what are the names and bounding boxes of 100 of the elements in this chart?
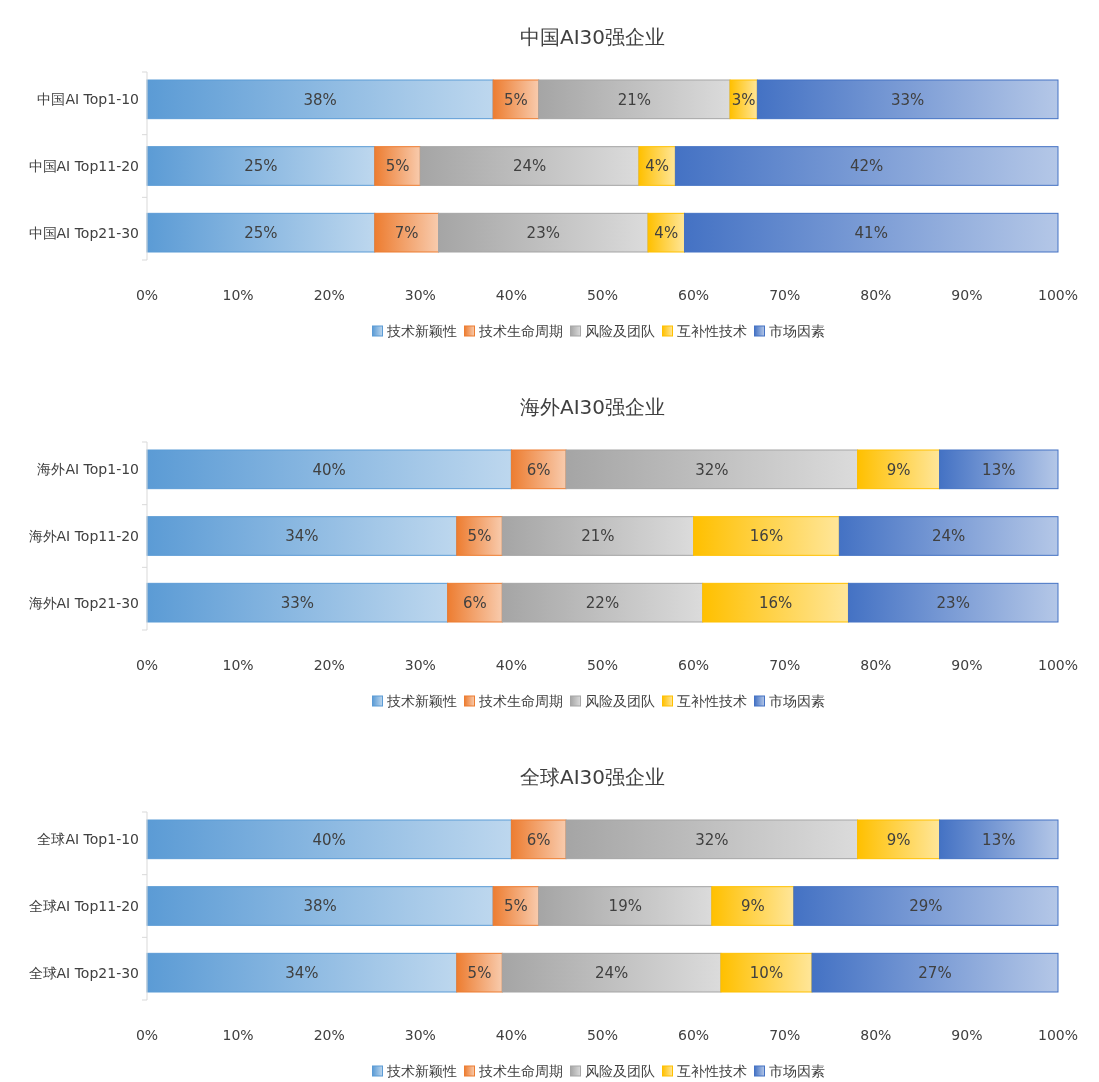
data-label: 38% xyxy=(303,90,337,109)
y-tick-label: 海外AI Top21-30 xyxy=(28,594,139,611)
data-label: 21% xyxy=(581,527,615,546)
x-tick-label: 40% xyxy=(495,1027,527,1043)
bar xyxy=(492,79,540,120)
data-label: 33% xyxy=(891,90,925,109)
data-label: 32% xyxy=(695,830,729,849)
legend-label: 市场因素 xyxy=(768,323,825,339)
data-label: 6% xyxy=(526,830,551,849)
y-tick-label: 全球AI Top21-30 xyxy=(28,964,139,981)
legend-label: 互补性技术 xyxy=(676,693,747,709)
x-tick-label: 90% xyxy=(951,657,983,673)
x-tick-label: 30% xyxy=(404,657,436,673)
x-tick-label: 0% xyxy=(135,1027,159,1043)
data-label: 42% xyxy=(850,157,884,176)
legend-label: 风险及团队 xyxy=(584,323,655,339)
x-tick-label: 90% xyxy=(951,1027,983,1043)
x-tick-label: 10% xyxy=(222,1027,254,1043)
bar xyxy=(146,516,458,556)
data-label: 19% xyxy=(608,897,642,916)
data-label: 32% xyxy=(695,460,729,479)
y-tick-label: 中国AI Top11-20 xyxy=(28,157,139,174)
bar xyxy=(565,449,859,490)
bar xyxy=(693,516,840,556)
data-label: 6% xyxy=(463,593,487,612)
data-label: 4% xyxy=(645,157,670,176)
data-label: 5% xyxy=(504,897,528,916)
data-label: 23% xyxy=(526,223,560,242)
bar xyxy=(510,449,567,490)
data-label: 29% xyxy=(909,897,943,916)
data-label: 22% xyxy=(585,593,620,612)
data-label: 6% xyxy=(526,460,551,479)
bar xyxy=(374,212,440,253)
legend-label: 技术生命周期 xyxy=(477,1063,563,1079)
x-tick-label: 90% xyxy=(951,287,983,303)
bar xyxy=(674,146,1059,186)
bar xyxy=(857,819,941,860)
data-label: 3% xyxy=(731,90,756,109)
legend-label: 风险及团队 xyxy=(584,693,655,709)
data-label: 24% xyxy=(932,527,966,546)
data-label: 5% xyxy=(385,157,410,176)
bar xyxy=(857,449,941,490)
x-tick-label: 60% xyxy=(678,1027,710,1043)
bar xyxy=(492,886,540,926)
legend-label: 技术生命周期 xyxy=(477,323,563,339)
data-label: 16% xyxy=(749,527,784,546)
legend-label: 技术新颖性 xyxy=(385,1063,457,1079)
x-tick-label: 70% xyxy=(769,287,801,303)
data-label: 21% xyxy=(617,90,652,109)
x-tick-label: 50% xyxy=(586,657,619,673)
bar xyxy=(438,212,649,253)
bar xyxy=(838,516,1059,556)
data-label: 13% xyxy=(982,830,1016,849)
bar xyxy=(146,212,376,253)
x-tick-label: 10% xyxy=(222,287,254,303)
bar xyxy=(720,952,813,993)
x-tick-label: 50% xyxy=(586,1027,619,1043)
legend-label: 互补性技术 xyxy=(676,323,747,339)
bar xyxy=(683,212,1059,253)
data-label: 40% xyxy=(312,830,346,849)
bar xyxy=(538,886,713,926)
data-label: 23% xyxy=(936,593,970,612)
data-label: 9% xyxy=(886,460,911,479)
legend-label: 互补性技术 xyxy=(676,1063,747,1079)
y-tick-label: 全球AI Top11-20 xyxy=(28,897,139,914)
bar xyxy=(501,952,722,993)
data-label: 4% xyxy=(654,223,679,242)
x-tick-label: 100% xyxy=(1037,287,1079,303)
bar xyxy=(939,449,1059,490)
bar xyxy=(565,819,859,860)
data-label: 9% xyxy=(740,897,765,916)
data-label: 7% xyxy=(394,223,419,242)
x-tick-label: 40% xyxy=(495,657,527,673)
bar xyxy=(702,582,849,623)
bar xyxy=(501,582,704,623)
x-tick-label: 0% xyxy=(135,287,159,303)
bar xyxy=(419,146,640,186)
data-label: 5% xyxy=(467,963,492,982)
data-label: 27% xyxy=(918,963,952,982)
bar xyxy=(146,952,458,993)
data-label: 5% xyxy=(504,90,528,109)
data-label: 9% xyxy=(886,830,911,849)
x-tick-label: 30% xyxy=(404,1027,436,1043)
bar xyxy=(510,819,567,860)
x-tick-label: 60% xyxy=(678,287,710,303)
bar xyxy=(811,952,1059,993)
bar xyxy=(146,79,494,120)
x-tick-label: 20% xyxy=(313,657,345,673)
x-tick-label: 20% xyxy=(313,1027,345,1043)
data-label: 34% xyxy=(285,963,319,982)
bar xyxy=(447,582,503,623)
legend-label: 技术新颖性 xyxy=(385,693,457,709)
chart-title: 中国AI30强企业 xyxy=(519,25,666,49)
data-label: 33% xyxy=(280,593,314,612)
data-label: 25% xyxy=(244,157,278,176)
bar xyxy=(793,886,1059,926)
x-tick-label: 80% xyxy=(860,1027,892,1043)
data-label: 13% xyxy=(982,460,1016,479)
data-label: 24% xyxy=(512,157,547,176)
data-label: 10% xyxy=(749,963,784,982)
